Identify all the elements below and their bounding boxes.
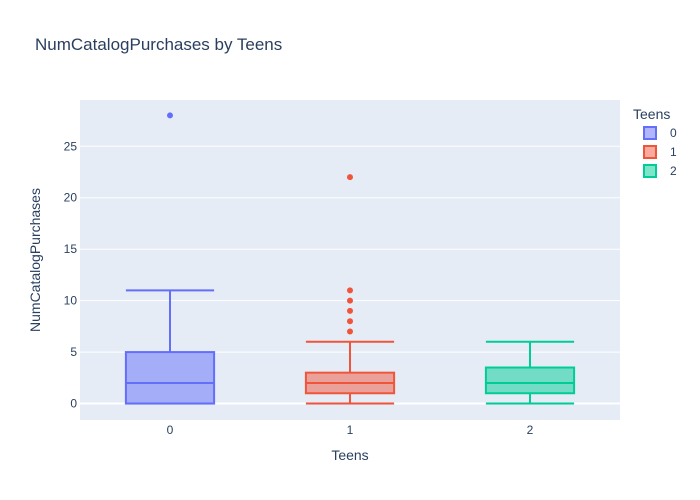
outlier-point xyxy=(167,112,173,119)
iqr-box xyxy=(124,351,216,405)
outlier-point xyxy=(347,174,353,181)
legend-item-2[interactable]: 2 xyxy=(643,164,677,178)
legend-label: 2 xyxy=(670,164,677,178)
x-tick-label: 1 xyxy=(347,423,354,437)
y-tick-label: 10 xyxy=(64,294,78,308)
y-tick-label: 20 xyxy=(64,191,78,205)
chart-title: NumCatalogPurchases by Teens xyxy=(35,35,282,54)
outlier-point xyxy=(347,287,353,294)
legend-swatch xyxy=(643,164,657,178)
outlier-point xyxy=(347,297,353,304)
iqr-box xyxy=(484,366,576,395)
legend-label: 1 xyxy=(670,145,677,159)
legend-swatch xyxy=(643,145,657,159)
x-tick-label: 0 xyxy=(167,423,174,437)
box-series xyxy=(124,112,576,405)
legend-swatch xyxy=(643,126,657,140)
y-tick-labels: 0 5 10 15 20 25 xyxy=(64,139,78,410)
x-tick-labels: 0 1 2 xyxy=(167,423,534,437)
legend-title: Teens xyxy=(633,106,670,122)
box-group-0 xyxy=(124,112,216,405)
y-tick-label: 25 xyxy=(64,139,78,153)
box-group-2 xyxy=(484,340,576,405)
y-tick-label: 15 xyxy=(64,242,78,256)
legend-item-0[interactable]: 0 xyxy=(643,126,677,140)
outlier-point xyxy=(347,318,353,325)
legend-item-1[interactable]: 1 xyxy=(643,145,677,159)
x-tick-label: 2 xyxy=(527,423,534,437)
legend-label: 0 xyxy=(670,126,677,140)
box-group-1 xyxy=(304,174,396,405)
y-tick-label: 5 xyxy=(70,345,77,359)
outlier-point xyxy=(347,307,353,314)
legend: Teens 0 1 2 xyxy=(633,106,677,178)
outlier-point xyxy=(347,328,353,335)
y-tick-label: 0 xyxy=(70,397,77,411)
y-axis-title: NumCatalogPurchases xyxy=(27,188,43,332)
x-axis-title: Teens xyxy=(331,447,368,463)
